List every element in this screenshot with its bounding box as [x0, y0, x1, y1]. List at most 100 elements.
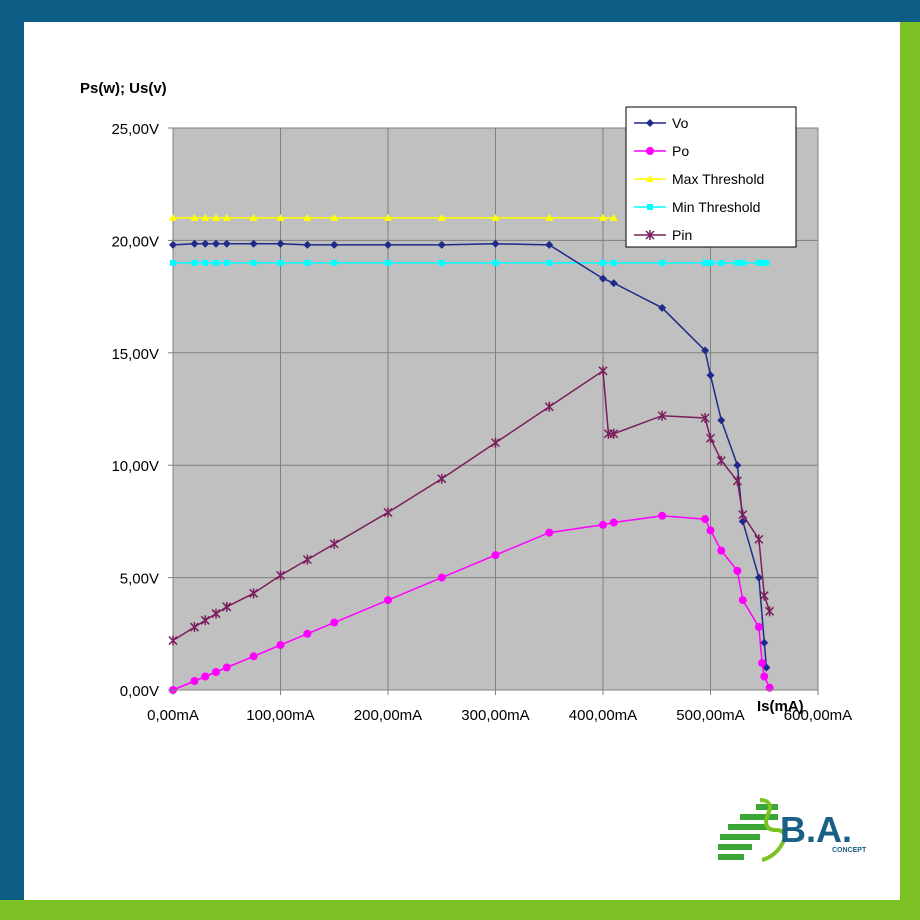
point-vo — [599, 274, 607, 283]
point-pin — [598, 365, 608, 376]
point-po — [754, 623, 763, 632]
x-tick-label: 0,00mA — [147, 707, 199, 724]
point-vo — [754, 573, 763, 582]
y-tick-label: 5,00V — [120, 571, 159, 588]
point-pin — [200, 615, 210, 626]
legend-label-min-threshold: Min Threshold — [672, 199, 760, 215]
point-vo — [330, 240, 339, 249]
legend-item-min-threshold: Min Threshold — [634, 199, 760, 215]
point-vo — [190, 239, 199, 248]
series-max-threshold — [169, 213, 618, 221]
point-po — [222, 663, 231, 672]
point-pin — [657, 410, 667, 421]
point-pin — [168, 635, 178, 646]
point-po — [190, 677, 199, 686]
point-pin — [490, 437, 501, 448]
point-max-threshold — [169, 213, 177, 221]
y-tick-label: 20,00V — [111, 233, 159, 250]
point-min-threshold — [546, 259, 553, 266]
point-vo — [491, 239, 500, 248]
point-vo — [658, 303, 667, 312]
point-max-threshold — [249, 213, 258, 221]
legend-label-pin: Pin — [672, 227, 692, 243]
point-max-threshold — [212, 213, 220, 221]
point-max-threshold — [609, 213, 618, 221]
point-po — [760, 672, 769, 681]
point-min-threshold — [739, 259, 746, 266]
x-tick-label: 200,00mA — [354, 707, 422, 724]
point-po — [437, 573, 446, 582]
legend-items: Vo Po Max Threshold Min Threshold Pin — [634, 115, 764, 243]
point-min-threshold — [213, 259, 219, 266]
point-vo — [437, 240, 446, 249]
legend-marker-max-threshold — [646, 175, 654, 182]
point-pin — [754, 534, 764, 545]
point-vo — [545, 240, 554, 249]
point-po — [249, 652, 258, 661]
left-border — [0, 0, 24, 920]
series-min-threshold — [170, 259, 770, 266]
point-vo — [609, 279, 618, 288]
point-vo — [222, 239, 231, 248]
point-max-threshold — [437, 213, 446, 221]
point-vo — [212, 239, 220, 248]
point-pin — [716, 455, 726, 466]
legend-marker-vo — [646, 119, 654, 127]
point-po — [717, 546, 726, 555]
point-vo — [738, 517, 747, 526]
point-pin — [437, 473, 447, 484]
point-po — [384, 596, 392, 605]
point-min-threshold — [659, 259, 666, 266]
point-po — [758, 659, 767, 668]
point-min-threshold — [718, 259, 725, 266]
bottom-border — [0, 900, 920, 920]
point-po — [276, 641, 285, 650]
axis-layer: 0,00V 5,00V 10,00V 15,00V 20,00V 25,00V 0,00mA… — [111, 121, 852, 724]
x-tick-label: 500,00mA — [676, 707, 744, 724]
legend: Vo Po Max Threshold Min Threshold Pin — [625, 106, 797, 248]
point-min-threshold — [707, 259, 714, 266]
point-po — [701, 515, 710, 524]
point-vo — [276, 239, 285, 248]
point-min-threshold — [385, 259, 391, 266]
y-tick-label: 15,00V — [111, 346, 159, 363]
y-tick-label: 10,00V — [111, 458, 159, 475]
point-po — [599, 520, 607, 529]
point-min-threshold — [763, 259, 770, 266]
point-vo — [760, 638, 769, 647]
series-pin — [168, 365, 775, 646]
top-border — [0, 0, 920, 22]
point-min-threshold — [600, 259, 606, 266]
point-min-threshold — [223, 259, 230, 266]
point-min-threshold — [191, 259, 198, 266]
x-tick-label: 100,00mA — [246, 707, 314, 724]
point-pin — [705, 433, 716, 444]
point-po — [330, 618, 339, 627]
point-vo — [384, 240, 392, 249]
point-po — [212, 668, 220, 677]
point-vo — [169, 240, 177, 249]
point-po — [201, 672, 210, 681]
point-pin — [249, 588, 259, 599]
legend-box — [625, 106, 797, 248]
point-pin — [738, 509, 748, 520]
legend-label-po: Po — [672, 143, 689, 159]
point-po — [609, 518, 618, 527]
y-tick-label: 0,00V — [120, 683, 159, 700]
point-min-threshold — [438, 259, 445, 266]
point-pin — [700, 412, 710, 423]
point-min-threshold — [331, 259, 338, 266]
point-pin — [189, 622, 200, 633]
y-tick-label: 25,00V — [111, 121, 159, 138]
point-vo — [706, 371, 715, 380]
point-max-threshold — [599, 213, 607, 221]
logo-sub-text: CONCEPT — [832, 847, 867, 854]
point-pin — [609, 428, 619, 439]
point-pin — [211, 608, 221, 619]
point-max-threshold — [545, 213, 554, 221]
point-po — [706, 526, 715, 535]
x-tick-label: 300,00mA — [461, 707, 529, 724]
x-axis-title: Is(mA) — [757, 698, 804, 715]
point-max-threshold — [190, 213, 199, 221]
